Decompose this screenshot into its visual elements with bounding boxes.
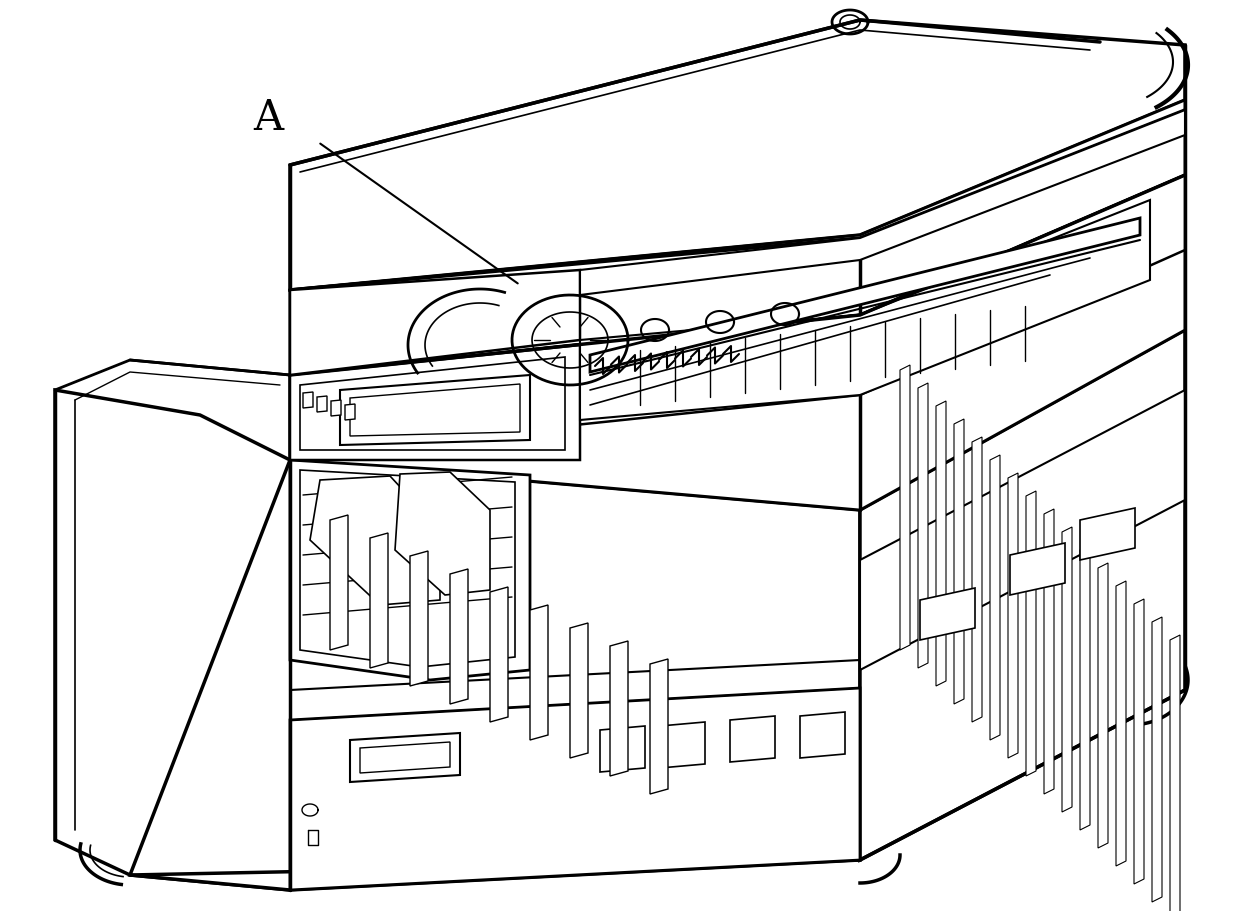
Polygon shape bbox=[290, 270, 580, 375]
Text: A: A bbox=[253, 97, 283, 139]
Polygon shape bbox=[954, 419, 963, 704]
Polygon shape bbox=[290, 688, 861, 890]
Polygon shape bbox=[303, 392, 312, 408]
Polygon shape bbox=[1025, 491, 1035, 776]
Polygon shape bbox=[350, 733, 460, 782]
Polygon shape bbox=[650, 659, 668, 794]
Polygon shape bbox=[972, 437, 982, 722]
Polygon shape bbox=[936, 401, 946, 686]
Polygon shape bbox=[918, 383, 928, 668]
Polygon shape bbox=[130, 460, 861, 890]
Polygon shape bbox=[900, 365, 910, 650]
Polygon shape bbox=[570, 623, 588, 758]
Polygon shape bbox=[396, 472, 490, 595]
Polygon shape bbox=[861, 330, 1185, 860]
Polygon shape bbox=[290, 20, 1185, 290]
Polygon shape bbox=[1135, 599, 1145, 884]
Polygon shape bbox=[580, 110, 1185, 295]
Polygon shape bbox=[730, 716, 775, 762]
Polygon shape bbox=[600, 726, 645, 772]
Polygon shape bbox=[1097, 563, 1109, 848]
Polygon shape bbox=[345, 404, 355, 420]
Polygon shape bbox=[410, 551, 428, 686]
Polygon shape bbox=[290, 175, 1185, 455]
Polygon shape bbox=[1152, 617, 1162, 902]
Polygon shape bbox=[590, 218, 1140, 372]
Polygon shape bbox=[490, 587, 508, 722]
Polygon shape bbox=[450, 569, 467, 704]
Polygon shape bbox=[1116, 581, 1126, 866]
Polygon shape bbox=[861, 390, 1185, 670]
Polygon shape bbox=[610, 641, 627, 776]
Polygon shape bbox=[1171, 635, 1180, 911]
Polygon shape bbox=[290, 345, 580, 460]
Polygon shape bbox=[529, 605, 548, 740]
Polygon shape bbox=[340, 375, 529, 445]
Polygon shape bbox=[580, 200, 1149, 420]
Polygon shape bbox=[920, 588, 975, 640]
Polygon shape bbox=[300, 357, 565, 450]
Polygon shape bbox=[370, 533, 388, 668]
Polygon shape bbox=[310, 476, 440, 605]
Polygon shape bbox=[1008, 473, 1018, 758]
Polygon shape bbox=[990, 455, 999, 740]
Polygon shape bbox=[290, 100, 1185, 375]
Polygon shape bbox=[1080, 545, 1090, 830]
Polygon shape bbox=[290, 175, 1185, 510]
Polygon shape bbox=[1044, 509, 1054, 794]
Polygon shape bbox=[330, 515, 348, 650]
Polygon shape bbox=[800, 712, 844, 758]
Polygon shape bbox=[1061, 527, 1073, 812]
Polygon shape bbox=[350, 384, 520, 436]
Polygon shape bbox=[1011, 543, 1065, 595]
Polygon shape bbox=[55, 390, 290, 890]
Polygon shape bbox=[300, 470, 515, 667]
Polygon shape bbox=[331, 400, 341, 416]
Polygon shape bbox=[290, 460, 529, 680]
Polygon shape bbox=[1080, 508, 1135, 560]
Polygon shape bbox=[660, 722, 706, 768]
Polygon shape bbox=[317, 396, 327, 412]
Polygon shape bbox=[360, 742, 450, 773]
